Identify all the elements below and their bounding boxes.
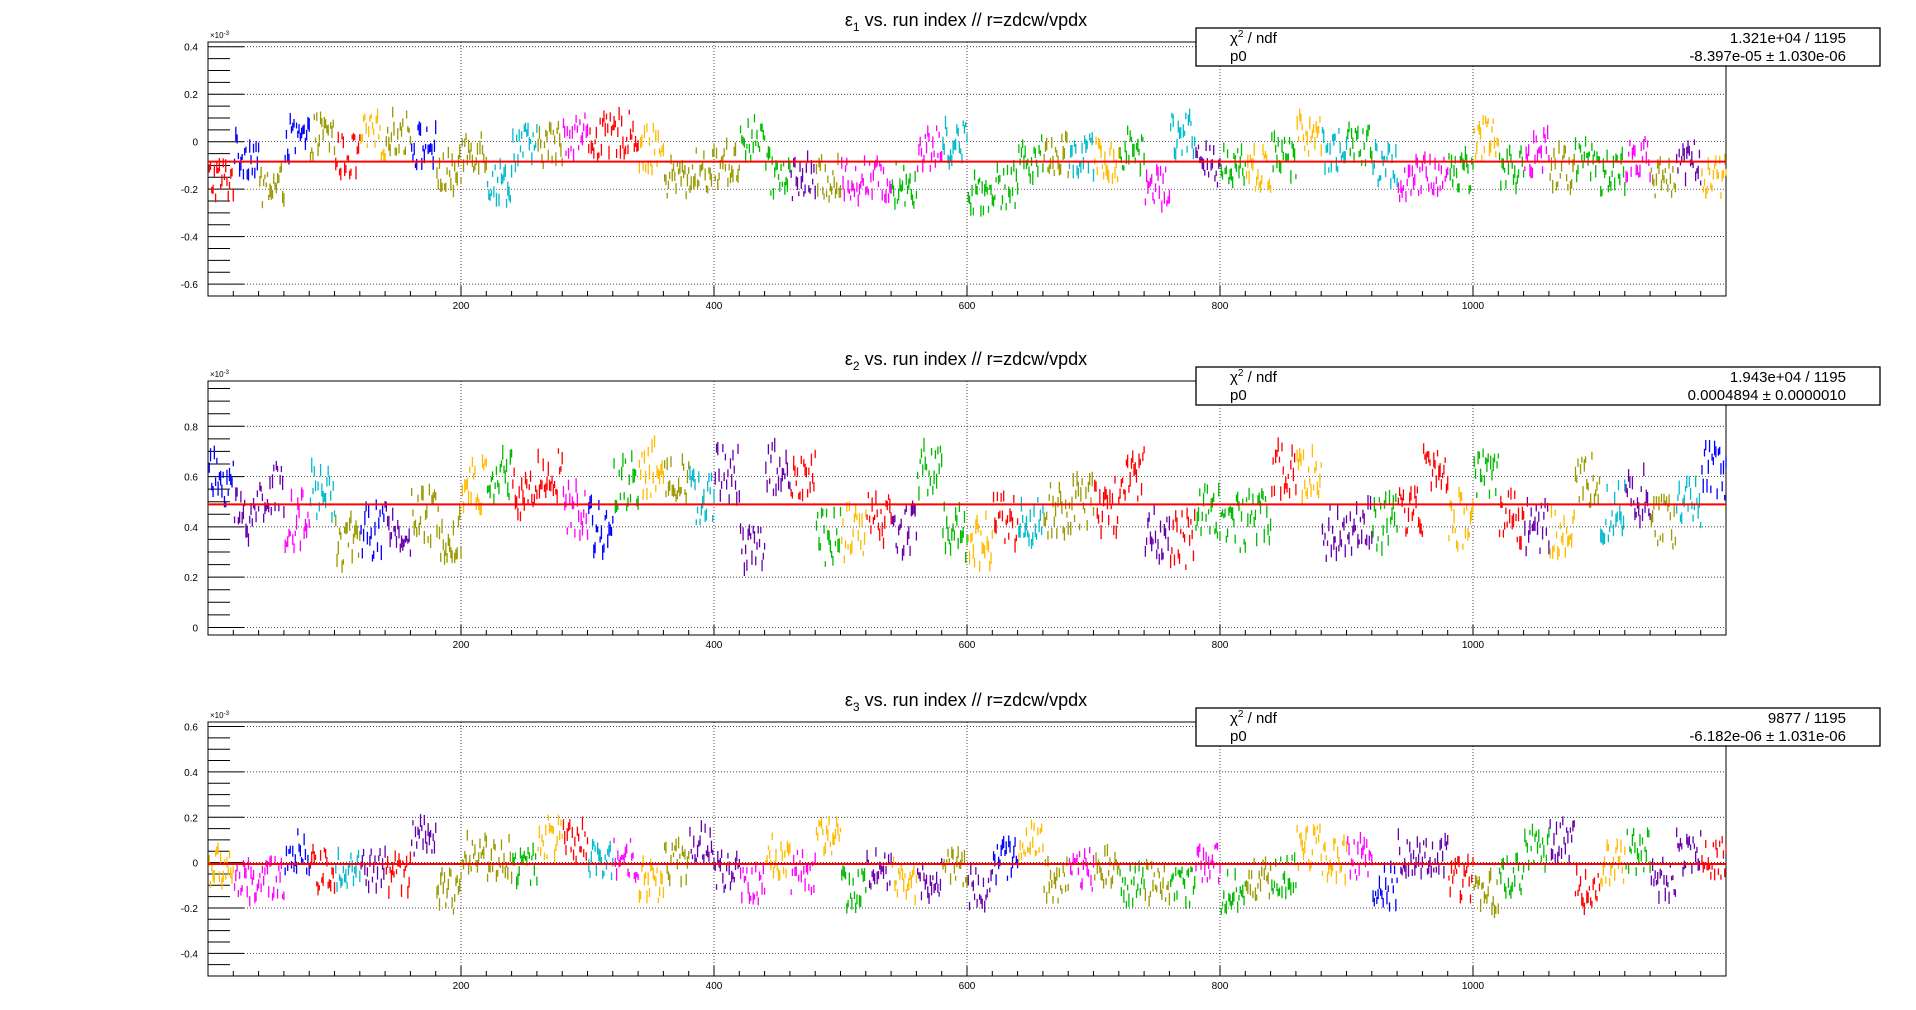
- chart-title: ε3 vs. run index // r=zdcw/vpdx: [845, 690, 1087, 714]
- x-tick-label: 400: [706, 301, 723, 312]
- chart-panel-3: 200 400 600 800 1000 -0.4 -0.2 0 0.2 0.4 0.6 ×10-3 ε…: [181, 690, 1881, 992]
- stats-box: [1195, 707, 1881, 747]
- x-tick-label: 600: [959, 640, 976, 651]
- y-tick-label: 0.4: [184, 523, 198, 534]
- x-tick-label: 600: [959, 301, 976, 312]
- chart-title: ε2 vs. run index // r=zdcw/vpdx: [845, 349, 1087, 373]
- y-exponent-label: ×10-3: [210, 370, 230, 379]
- y-tick-label: 0: [192, 859, 198, 870]
- chi2-label: χ2 / ndf: [1230, 29, 1278, 47]
- data-points: [208, 106, 1727, 217]
- y-tick-label: 0.4: [184, 43, 198, 54]
- y-exponent-label: ×10-3: [210, 31, 230, 40]
- x-tick-label: 600: [959, 981, 976, 992]
- x-tick-label: 200: [453, 301, 470, 312]
- stats-box: [1195, 366, 1881, 406]
- chi2-value: 9877 / 1195: [1768, 710, 1846, 727]
- chart-panel-2: 200 400 600 800 1000 0 0.2 0.4 0.6 0.8 ×10-3 ε2 vs.…: [184, 349, 1881, 651]
- y-tick-label: 0.6: [184, 473, 198, 484]
- data-points: [208, 814, 1727, 919]
- y-tick-label: 0: [192, 623, 198, 634]
- p0-label: p0: [1230, 728, 1247, 745]
- x-tick-label: 800: [1212, 301, 1229, 312]
- p0-label: p0: [1230, 387, 1247, 404]
- y-exponent-label: ×10-3: [210, 711, 230, 720]
- y-tick-label: 0.4: [184, 768, 198, 779]
- x-tick-label: 400: [706, 981, 723, 992]
- y-tick-label: 0.2: [184, 813, 198, 824]
- x-tick-label: 400: [706, 640, 723, 651]
- chart-panel-1: 200 400 600 800 1000 -0.6 -0.4 -0.2 0 0.2 0.4 ×10-3…: [181, 10, 1881, 312]
- x-tick-label: 200: [453, 981, 470, 992]
- p0-value: 0.0004894 ± 0.0000010: [1688, 387, 1846, 404]
- x-tick-label: 1000: [1462, 301, 1485, 312]
- x-tick-label: 1000: [1462, 640, 1485, 651]
- p0-value: -8.397e-05 ± 1.030e-06: [1689, 48, 1846, 65]
- y-tick-label: 0: [192, 138, 198, 149]
- x-tick-label: 200: [453, 640, 470, 651]
- x-tick-label: 1000: [1462, 981, 1485, 992]
- y-tick-label: -0.6: [181, 280, 199, 291]
- y-tick-label: -0.4: [181, 233, 199, 244]
- y-tick-label: -0.2: [181, 904, 199, 915]
- y-tick-label: 0.2: [184, 90, 198, 101]
- p0-value: -6.182e-06 ± 1.031e-06: [1689, 728, 1846, 745]
- x-tick-label: 800: [1212, 981, 1229, 992]
- chi2-label: χ2 / ndf: [1230, 368, 1278, 386]
- y-tick-label: -0.2: [181, 185, 199, 196]
- chi2-value: 1.321e+04 / 1195: [1730, 30, 1846, 47]
- x-tick-label: 800: [1212, 640, 1229, 651]
- y-tick-label: 0.6: [184, 723, 198, 734]
- chi2-value: 1.943e+04 / 1195: [1730, 369, 1846, 386]
- p0-label: p0: [1230, 48, 1247, 65]
- chi2-label: χ2 / ndf: [1230, 709, 1278, 727]
- chart-title: ε1 vs. run index // r=zdcw/vpdx: [845, 10, 1087, 34]
- y-tick-label: 0.8: [184, 422, 198, 433]
- y-tick-label: -0.4: [181, 949, 199, 960]
- y-tick-label: 0.2: [184, 573, 198, 584]
- stats-box: [1195, 27, 1881, 67]
